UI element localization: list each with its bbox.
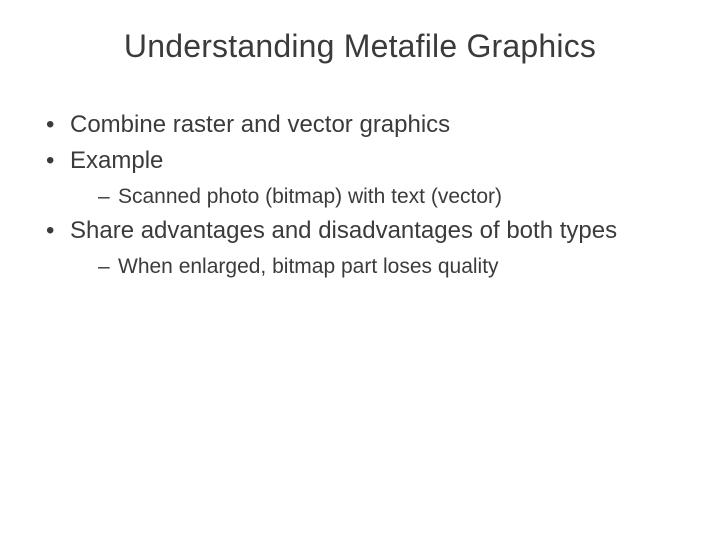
- list-item: When enlarged, bitmap part loses quality: [98, 252, 684, 281]
- bullet-text: When enlarged, bitmap part loses quality: [118, 255, 499, 278]
- bullet-text: Example: [70, 147, 163, 174]
- list-item: Combine raster and vector graphics: [46, 109, 684, 141]
- list-item: Scanned photo (bitmap) with text (vector…: [98, 182, 684, 211]
- sub-bullet-list: When enlarged, bitmap part loses quality: [70, 252, 684, 281]
- slide: Understanding Metafile Graphics Combine …: [0, 0, 720, 540]
- list-item: Share advantages and disadvantages of bo…: [46, 215, 684, 281]
- bullet-list: Combine raster and vector graphics Examp…: [36, 109, 684, 281]
- bullet-text: Combine raster and vector graphics: [70, 111, 450, 138]
- bullet-text: Share advantages and disadvantages of bo…: [70, 217, 617, 244]
- sub-bullet-list: Scanned photo (bitmap) with text (vector…: [70, 182, 684, 211]
- bullet-text: Scanned photo (bitmap) with text (vector…: [118, 185, 502, 208]
- list-item: Example Scanned photo (bitmap) with text…: [46, 145, 684, 211]
- slide-title: Understanding Metafile Graphics: [36, 28, 684, 65]
